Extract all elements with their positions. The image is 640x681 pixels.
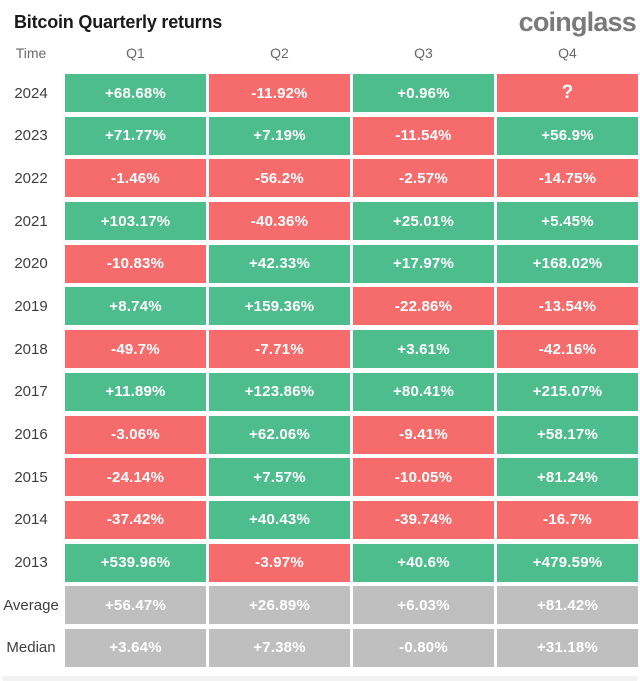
return-cell: -16.7% [497, 500, 638, 539]
return-cell: +26.89% [209, 586, 350, 625]
return-cell: +103.17% [65, 202, 206, 241]
return-cell: +40.6% [353, 543, 494, 582]
return-cell: -9.41% [353, 415, 494, 454]
return-cell: +58.17% [497, 415, 638, 454]
return-cell: +80.41% [353, 372, 494, 411]
return-cell: ? [497, 74, 638, 112]
column-headers: Time Q1 Q2 Q3 Q4 [0, 44, 640, 61]
return-cell: -2.57% [353, 159, 494, 198]
return-cell: +71.77% [65, 116, 206, 155]
return-cell: +40.43% [209, 500, 350, 539]
return-cell: -3.06% [65, 415, 206, 454]
row-label: 2020 [14, 255, 48, 273]
row-label: 2015 [14, 468, 48, 486]
return-cell: -24.14% [65, 458, 206, 497]
col-header-q3: Q3 [414, 44, 433, 61]
table-row: 2024 +68.68% -11.92% +0.96% ? [0, 74, 640, 112]
return-cell: +6.03% [353, 586, 494, 625]
table-row: 2021 +103.17% -40.36% +25.01% +5.45% [0, 202, 640, 241]
return-cell: -56.2% [209, 159, 350, 198]
return-cell: +17.97% [353, 244, 494, 283]
return-cell: -10.83% [65, 244, 206, 283]
col-header-q1: Q1 [126, 44, 145, 61]
return-cell: +68.68% [65, 74, 206, 112]
row-label: 2024 [14, 84, 48, 102]
return-cell: -14.75% [497, 159, 638, 198]
table-row: 2013 +539.96% -3.97% +40.6% +479.59% [0, 543, 640, 582]
return-cell: +3.61% [353, 330, 494, 369]
row-label: 2023 [14, 127, 48, 145]
return-cell: +159.36% [209, 287, 350, 326]
col-header-time: Time [15, 44, 47, 61]
return-cell: +62.06% [209, 415, 350, 454]
row-label: 2019 [14, 297, 48, 315]
return-cell: +11.89% [65, 372, 206, 411]
return-cell: -11.54% [353, 116, 494, 155]
row-label: 2018 [14, 340, 48, 358]
return-cell: +8.74% [65, 287, 206, 326]
return-cell: +479.59% [497, 543, 638, 582]
return-cell: +168.02% [497, 244, 638, 283]
col-header-q4: Q4 [558, 44, 577, 61]
return-cell: +0.96% [353, 74, 494, 112]
return-cell: +123.86% [209, 372, 350, 411]
return-cell: -40.36% [209, 202, 350, 241]
return-cell: +7.19% [209, 116, 350, 155]
coinglass-logo: coinglass [518, 6, 637, 37]
table-row: 2017 +11.89% +123.86% +80.41% +215.07% [0, 372, 640, 411]
row-label: 2022 [14, 169, 48, 187]
header: Bitcoin Quarterly returns coinglass [0, 0, 640, 37]
table-row: 2014 -37.42% +40.43% -39.74% -16.7% [0, 500, 640, 539]
return-cell: +56.9% [497, 116, 638, 155]
row-label: Median [6, 639, 56, 657]
page-title: Bitcoin Quarterly returns [14, 11, 223, 32]
return-cell: -39.74% [353, 500, 494, 539]
table-row: 2023 +71.77% +7.19% -11.54% +56.9% [0, 116, 640, 155]
table-row: 2022 -1.46% -56.2% -2.57% -14.75% [0, 159, 640, 198]
return-cell: -13.54% [497, 287, 638, 326]
return-cell: -22.86% [353, 287, 494, 326]
return-cell: -1.46% [65, 159, 206, 198]
table-row: 2020 -10.83% +42.33% +17.97% +168.02% [0, 244, 640, 283]
row-label: 2014 [14, 511, 48, 529]
return-cell: +3.64% [65, 628, 206, 667]
table-row: 2019 +8.74% +159.36% -22.86% -13.54% [0, 287, 640, 326]
col-header-q2: Q2 [270, 44, 289, 61]
return-cell: +7.57% [209, 458, 350, 497]
return-cell: +215.07% [497, 372, 638, 411]
row-label: 2016 [14, 426, 48, 443]
return-cell: +539.96% [65, 543, 206, 582]
return-cell: -10.05% [353, 458, 494, 497]
return-cell: +25.01% [353, 202, 494, 241]
table-row: Average +56.47% +26.89% +6.03% +81.42% [0, 586, 640, 625]
bottom-edge-decoration [2, 676, 638, 681]
table-row: 2015 -24.14% +7.57% -10.05% +81.24% [0, 458, 640, 497]
row-label: Average [3, 596, 59, 614]
row-label: 2021 [14, 212, 48, 230]
return-cell: -3.97% [209, 543, 350, 582]
table-row: Median +3.64% +7.38% -0.80% +31.18% [0, 628, 640, 667]
return-cell: +7.38% [209, 628, 350, 667]
return-cell: +31.18% [497, 628, 638, 667]
return-cell: +81.24% [497, 458, 638, 497]
row-label: 2017 [14, 383, 48, 401]
return-cell: -11.92% [209, 74, 350, 112]
table-row: 2016 -3.06% +62.06% -9.41% +58.17% [0, 415, 640, 454]
return-cell: -49.7% [65, 330, 206, 369]
return-cell: -0.80% [353, 628, 494, 667]
return-cell: -7.71% [209, 330, 350, 369]
return-cell: +81.42% [497, 586, 638, 625]
table-body: 2024 +68.68% -11.92% +0.96% ? 2023 +71.7… [0, 74, 640, 667]
row-label: 2013 [14, 554, 48, 572]
return-cell: -37.42% [65, 500, 206, 539]
table-row: 2018 -49.7% -7.71% +3.61% -42.16% [0, 330, 640, 369]
return-cell: +56.47% [65, 586, 206, 625]
return-cell: -42.16% [497, 330, 638, 369]
return-cell: +42.33% [209, 244, 350, 283]
return-cell: +5.45% [497, 202, 638, 241]
